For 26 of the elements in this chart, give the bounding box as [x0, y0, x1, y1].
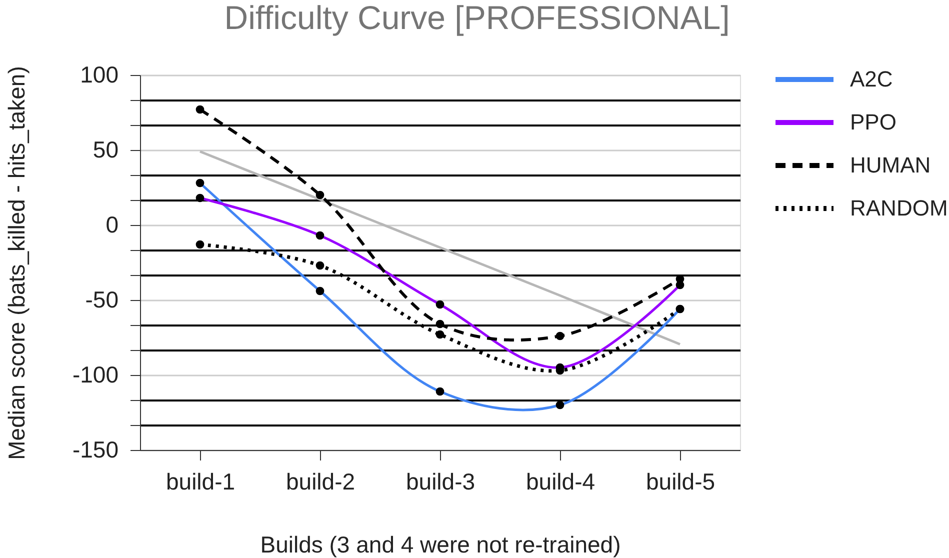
point: [196, 105, 204, 114]
point: [196, 240, 204, 249]
x-tick-label: build-1: [166, 468, 236, 494]
x-tick-label: build-4: [526, 468, 596, 494]
chart-title: Difficulty Curve [PROFESSIONAL]: [224, 0, 730, 36]
y-axis-title: Median score (bats_killed - hits_taken): [3, 66, 30, 460]
x-tick-label: build-3: [406, 468, 476, 494]
y-tick-label: 0: [106, 212, 118, 238]
line-series: [198, 150, 682, 346]
y-tick-label: -50: [85, 286, 118, 312]
x-tick-label: build-2: [286, 468, 356, 494]
legend-label: A2C: [850, 66, 893, 92]
legend-label: RANDOM: [850, 196, 948, 220]
x-axis-title: Builds (3 and 4 were not re-trained): [260, 532, 621, 558]
point: [316, 261, 324, 270]
point: [316, 190, 324, 200]
x-tick-label: build-5: [646, 468, 716, 494]
y-tick-label: -100: [72, 362, 118, 388]
point: [436, 330, 444, 339]
y-tick-label: 50: [92, 136, 118, 162]
legend-label: HUMAN: [850, 152, 931, 178]
legend-label: PPO: [850, 110, 896, 134]
y-tick-label: 100: [80, 62, 118, 88]
y-tick-label: -150: [72, 436, 118, 462]
point: [556, 332, 564, 340]
point: [436, 320, 444, 328]
